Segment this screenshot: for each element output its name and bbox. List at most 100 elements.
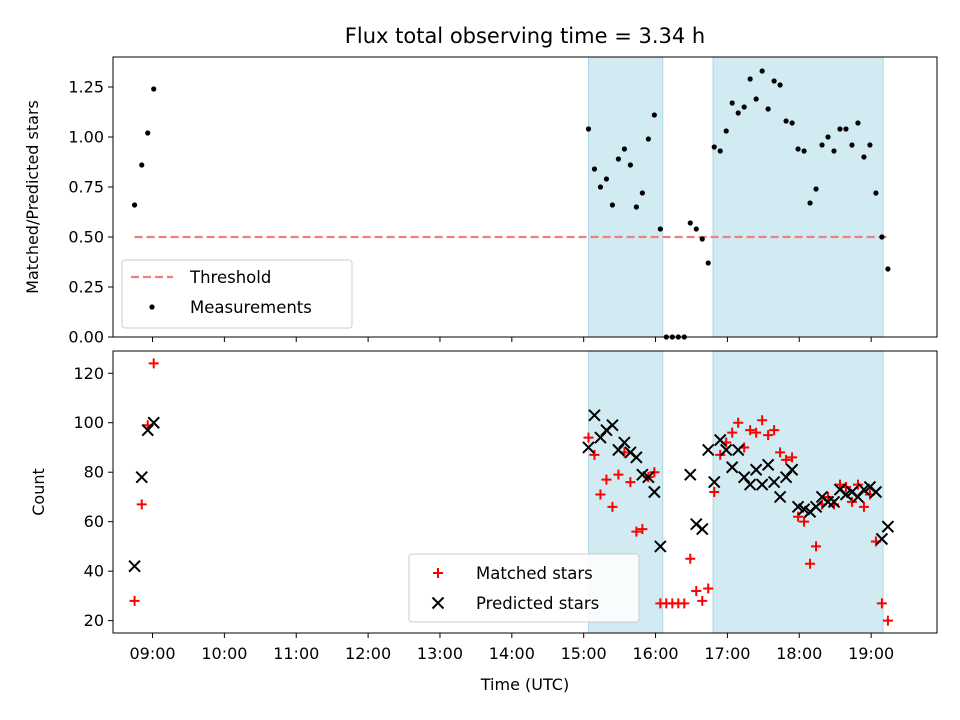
x-tick-label: 14:00 <box>489 644 535 663</box>
matched-star-point <box>589 449 600 460</box>
predicted-star-point <box>785 463 799 476</box>
matched-star-point <box>631 526 642 537</box>
predicted-star-point <box>749 463 763 476</box>
y-tick-label: 100 <box>73 413 104 432</box>
matched-star-point <box>834 479 845 490</box>
measurement-point <box>651 112 657 118</box>
y-tick-label: 80 <box>84 463 104 482</box>
x-tick-label: 19:00 <box>848 644 894 663</box>
measurement-point <box>603 176 610 182</box>
shaded-interval <box>712 350 884 634</box>
measurement-point <box>813 186 819 192</box>
x-axis-label: Time (UTC) <box>480 675 569 694</box>
predicted-stars-points <box>128 409 895 573</box>
legend-measurements-label: Measurements <box>190 298 312 317</box>
predicted-star-point <box>654 540 667 553</box>
top-plot-frame <box>112 56 938 338</box>
predicted-star-point <box>869 485 883 499</box>
measurement-point <box>735 110 741 116</box>
predicted-star-point <box>618 436 631 449</box>
predicted-star-point <box>708 475 721 489</box>
measurement-point <box>645 136 651 142</box>
chart-title: Flux total observing time = 3.34 h <box>345 24 705 48</box>
top-legend: Threshold Measurements <box>121 259 353 329</box>
shaded-interval <box>712 56 884 338</box>
predicted-star-point <box>875 532 889 546</box>
bottom-legend: Matched stars Predicted stars <box>408 553 640 623</box>
predicted-star-point <box>684 468 697 481</box>
measurement-point <box>855 120 861 126</box>
predicted-star-point <box>761 458 775 471</box>
predicted-star-point <box>135 470 148 484</box>
measurement-point <box>711 144 717 150</box>
x-tick-label: 15:00 <box>561 644 607 663</box>
measurement-point <box>831 148 837 154</box>
matched-star-point <box>781 454 792 465</box>
top-shaded-intervals <box>587 56 884 338</box>
predicted-star-point <box>779 470 793 484</box>
legend-box <box>408 553 640 623</box>
matched-star-point <box>733 417 744 428</box>
measurement-point <box>699 236 705 242</box>
x-tick-label: 09:00 <box>129 644 175 663</box>
x-tick-label: 17:00 <box>704 644 750 663</box>
measurement-point <box>687 220 693 226</box>
matched-star-point <box>691 585 702 596</box>
predicted-star-point <box>128 560 141 573</box>
measurement-point <box>873 190 879 196</box>
predicted-star-point <box>720 443 733 457</box>
matched-star-point <box>745 425 756 436</box>
measurement-point <box>867 142 873 148</box>
measurement-point <box>759 68 765 74</box>
y-tick-label: 1.00 <box>68 128 104 147</box>
predicted-star-point <box>731 443 745 457</box>
matched-star-point <box>763 430 774 441</box>
measurement-point <box>131 202 138 208</box>
measurement-point <box>657 226 663 232</box>
measurement-point <box>615 156 622 162</box>
legend-matched-swatch <box>433 568 443 578</box>
predicted-star-point <box>582 441 595 454</box>
matched-star-point <box>601 474 612 485</box>
measurement-point <box>639 190 645 196</box>
measurement-point <box>597 184 604 190</box>
matched-star-point <box>607 501 618 512</box>
top-y-axis-label: Matched/Predicted stars <box>23 100 42 294</box>
measurement-point <box>849 142 855 148</box>
predicted-star-point <box>851 490 865 504</box>
measurement-points <box>131 68 891 340</box>
measurement-point <box>819 142 825 148</box>
predicted-star-point <box>648 485 661 499</box>
predicted-star-point <box>737 470 751 484</box>
matched-star-point <box>129 595 140 606</box>
measurement-point <box>723 128 729 134</box>
measurement-point <box>843 126 849 132</box>
predicted-star-point <box>767 475 781 489</box>
matched-star-point <box>751 427 762 438</box>
predicted-star-point <box>881 520 895 533</box>
matched-star-point <box>709 487 720 497</box>
predicted-star-point <box>606 419 619 432</box>
predicted-star-point <box>773 490 787 504</box>
matched-star-point <box>697 595 708 606</box>
bottom-y-axis-label: Count <box>29 468 48 516</box>
measurement-point <box>693 226 699 232</box>
y-tick-label: 0.00 <box>68 328 104 347</box>
predicted-star-point <box>714 433 727 447</box>
predicted-star-point <box>827 495 841 509</box>
x-tick-label: 18:00 <box>776 644 822 663</box>
predicted-star-point <box>630 451 643 464</box>
top-y-ticks: 0.00 0.25 0.50 0.75 1.00 1.25 <box>68 78 113 347</box>
measurement-point <box>783 118 789 124</box>
matched-star-point <box>148 358 159 369</box>
top-panel: 0.00 0.25 0.50 0.75 1.00 1.25 Matched/Predict… <box>23 56 938 347</box>
matched-star-point <box>799 516 810 527</box>
predicted-star-point <box>725 461 739 474</box>
matched-star-point <box>882 615 893 626</box>
y-tick-label: 60 <box>84 512 104 531</box>
bottom-y-ticks: 20 40 60 80 100 120 <box>73 364 113 630</box>
predicted-star-point <box>702 443 715 457</box>
x-tick-label: 13:00 <box>417 644 463 663</box>
measurement-point <box>753 96 759 102</box>
matched-star-point <box>685 553 696 564</box>
